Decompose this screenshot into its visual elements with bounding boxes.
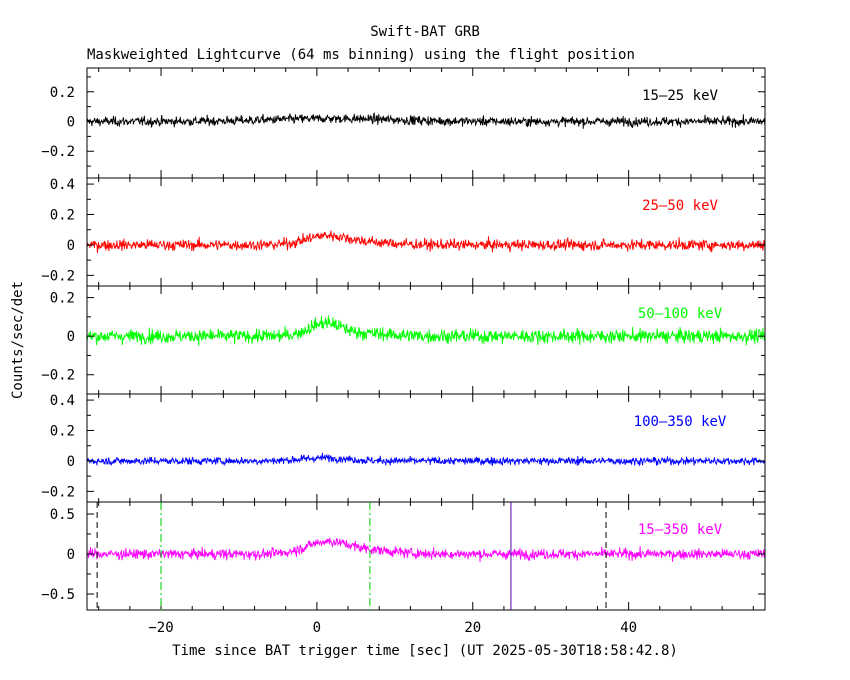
panel-5: 0.5 0 −0.5 15–350 keV <box>41 501 766 611</box>
x-axis-label: Time since BAT trigger time [sec] (UT 20… <box>172 643 678 659</box>
panel-frame <box>86 67 766 179</box>
y-tick-label: 0 <box>67 238 75 254</box>
y-tick-label: 0 <box>67 115 75 131</box>
x-tick-label: 0 <box>313 620 321 636</box>
y-axis-label: Counts/sec/det <box>10 281 26 399</box>
y-tick-label: 0 <box>67 547 75 563</box>
series-line <box>86 112 766 129</box>
series-label: 25–50 keV <box>642 198 718 214</box>
panel-frame <box>86 285 766 395</box>
y-tick-label: −0.2 <box>41 268 75 284</box>
y-tick-label: −0.2 <box>41 144 75 160</box>
panels-group: 0.2 0 −0.2 15–25 keV 0.4 0.2 0 −0.2 25–50 keV 0.2… <box>41 67 766 636</box>
chart-subtitle: Maskweighted Lightcurve (64 ms binning) … <box>87 47 635 63</box>
y-tick-label: 0.2 <box>50 85 75 101</box>
series-line <box>86 315 766 346</box>
series-line <box>86 230 766 254</box>
y-tick-label: 0.2 <box>50 291 75 307</box>
y-tick-label: −0.2 <box>41 484 75 500</box>
y-tick-label: −0.2 <box>41 368 75 384</box>
panel-3: 0.2 0 −0.2 50–100 keV <box>41 285 766 395</box>
series-label: 15–350 keV <box>638 522 723 538</box>
series-line <box>86 537 766 563</box>
y-tick-label: 0.4 <box>50 393 75 409</box>
series-line <box>86 452 766 467</box>
y-tick-label: 0 <box>67 454 75 470</box>
panel-frame <box>86 393 766 503</box>
y-tick-label: 0.2 <box>50 424 75 440</box>
series-label: 50–100 keV <box>638 306 723 322</box>
x-tick-label: 20 <box>464 620 481 636</box>
panel-frame <box>86 177 766 287</box>
x-tick-label: −20 <box>148 620 173 636</box>
y-tick-label: −0.5 <box>41 587 75 603</box>
series-label: 15–25 keV <box>642 88 718 104</box>
x-tick-label: 40 <box>620 620 637 636</box>
panel-frame <box>86 501 766 611</box>
y-tick-label: 0.5 <box>50 507 75 523</box>
panel-2: 0.4 0.2 0 −0.2 25–50 keV <box>41 177 766 287</box>
y-tick-label: 0 <box>67 329 75 345</box>
panel-1: 0.2 0 −0.2 15–25 keV <box>41 67 766 179</box>
y-tick-label: 0.4 <box>50 177 75 193</box>
chart-title: Swift-BAT GRB <box>370 24 480 40</box>
y-tick-label: 0.2 <box>50 208 75 224</box>
series-label: 100–350 keV <box>634 414 727 430</box>
panel-4: 0.4 0.2 0 −0.2 100–350 keV <box>41 393 766 503</box>
